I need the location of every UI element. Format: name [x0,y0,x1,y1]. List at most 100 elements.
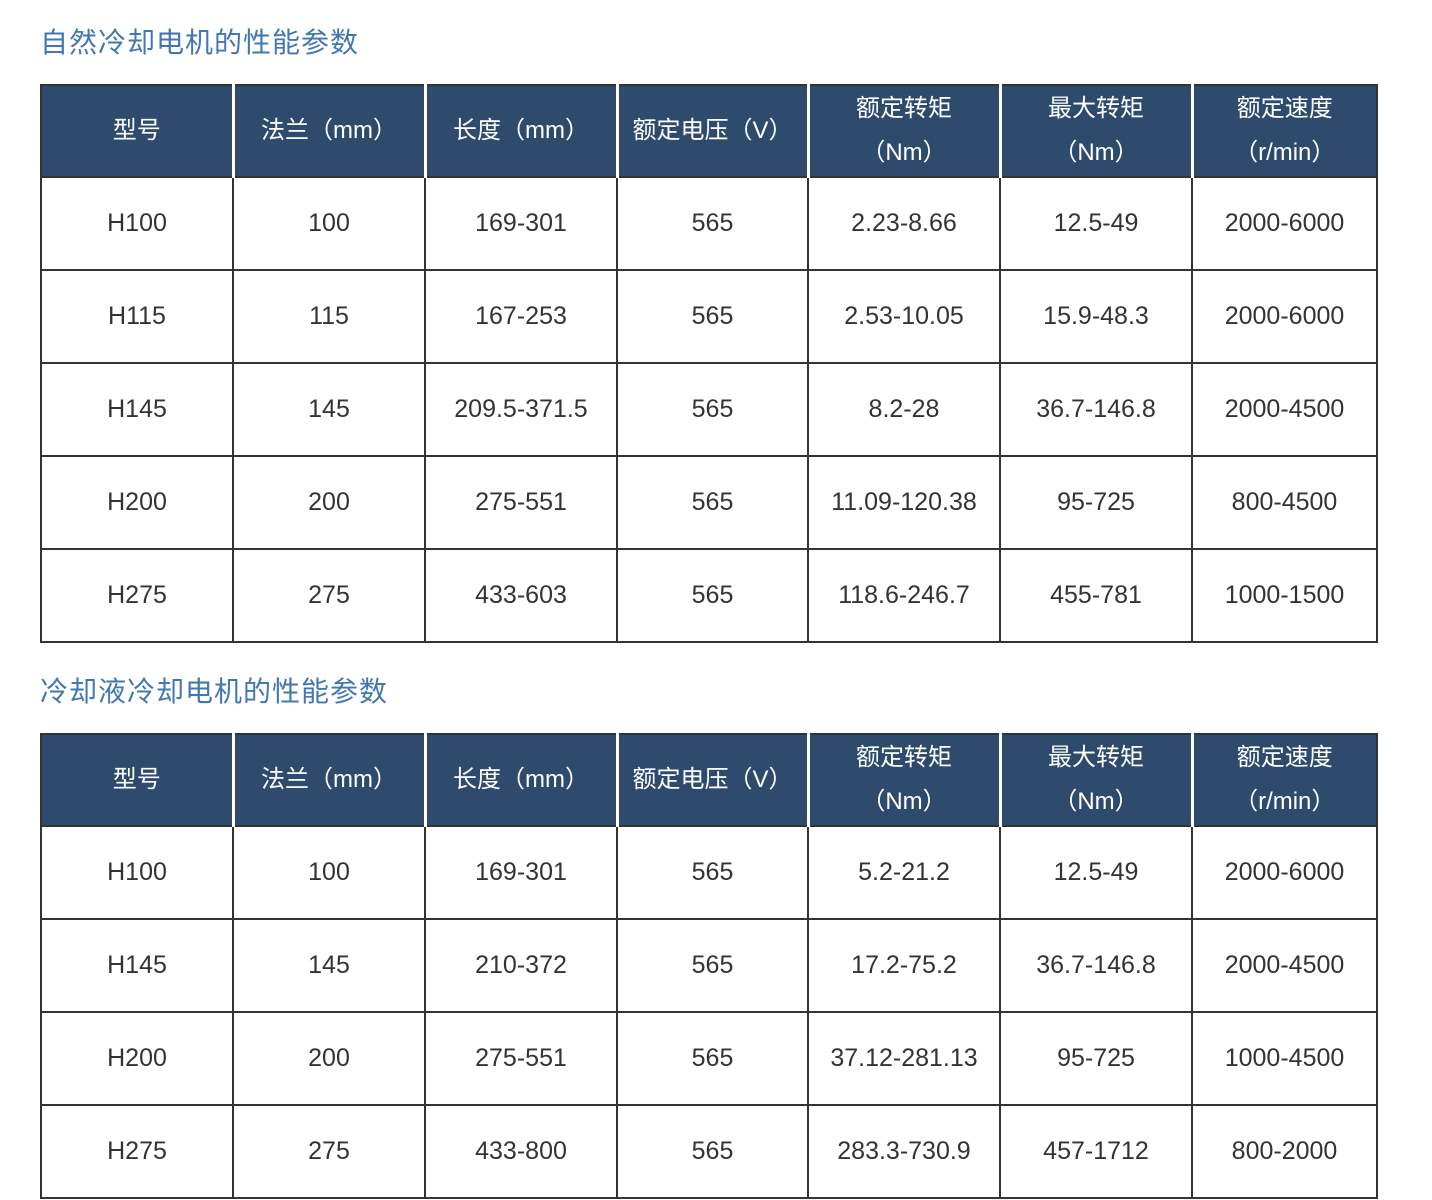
header-line: （Nm） [1053,139,1139,166]
table-row: H100 100 169-301 565 5.2-21.2 12.5-49 2000-600… [40,825,1378,920]
header-cell-content: 最大转矩 （Nm） [1002,735,1191,825]
table-cell: 455-781 [999,548,1193,643]
table-cell: 2000-4500 [1191,362,1378,457]
header-cell: 额定转矩 （Nm） [806,733,1002,827]
table-cell: 2000-6000 [1191,176,1378,271]
table-cell: 145 [232,918,426,1013]
table-cell: 95-725 [999,455,1193,550]
header-cell: 额定速度 （r/min） [1190,84,1378,178]
table-cell: 2.53-10.05 [807,269,1001,364]
header-cell-content: 额定电压（V） [619,735,807,825]
table-cell: H145 [40,918,234,1013]
table-cell: 15.9-48.3 [999,269,1193,364]
liquid-cooling-title: 冷却液冷却电机的性能参数 [40,676,389,707]
header-cell-content: 额定速度 （r/min） [1194,735,1377,825]
table-cell: 100 [232,825,426,920]
header-line: 法兰（mm） [261,766,397,793]
table-cell: 275 [232,548,426,643]
table-cell: 2000-4500 [1191,918,1378,1013]
header-cell-content: 长度（mm） [427,86,616,176]
table-cell: 275-551 [424,1011,618,1106]
header-line: 型号 [112,117,161,144]
table-cell: H115 [40,269,234,364]
table-cell: H100 [40,176,234,271]
header-cell-content: 型号 [42,86,232,176]
table-row: H275 275 433-603 565 118.6-246.7 455-781 1000-… [40,548,1378,643]
table-cell: 37.12-281.13 [807,1011,1001,1106]
header-line: （Nm） [861,788,947,815]
table-cell: 2000-6000 [1191,269,1378,364]
header-cell: 法兰（mm） [231,733,427,827]
header-cell-content: 最大转矩 （Nm） [1002,86,1191,176]
table-cell: H200 [40,1011,234,1106]
table-cell: H275 [40,1104,234,1199]
header-line: 额定转矩 [856,95,952,122]
header-line: 最大转矩 [1048,744,1144,771]
table-cell: 275-551 [424,455,618,550]
table-cell: 115 [232,269,426,364]
table-cell: 17.2-75.2 [807,918,1001,1013]
header-line: 法兰（mm） [261,117,397,144]
header-cell-content: 额定速度 （r/min） [1194,86,1377,176]
header-cell: 长度（mm） [423,733,619,827]
header-cell: 额定电压（V） [615,84,810,178]
table-cell: 200 [232,1011,426,1106]
section-liquid-cooling: 冷却液冷却电机的性能参数 型号 法兰（mm） 长度（mm） 额定电压（V） 额定转矩 （N… [40,673,1392,1199]
table-cell: 12.5-49 [999,176,1193,271]
table-cell: 95-725 [999,1011,1193,1106]
liquid-cooling-table: 型号 法兰（mm） 长度（mm） 额定电压（V） 额定转矩 （Nm） 最大转矩 （Nm） 额定速… [40,733,1378,1199]
table-cell: 565 [616,548,809,643]
header-cell-content: 法兰（mm） [235,735,424,825]
table-cell: 565 [616,362,809,457]
header-cell: 型号 [40,733,235,827]
header-line: 长度（mm） [453,117,589,144]
section-natural-cooling: 自然冷却电机的性能参数 型号 法兰（mm） 长度（mm） 额定电压（V） 额定转矩 （Nm… [40,24,1392,643]
table-cell: 169-301 [424,176,618,271]
table-row: H200 200 275-551 565 37.12-281.13 95-725 1000-… [40,1011,1378,1106]
table-row: H100 100 169-301 565 2.23-8.66 12.5-49 2000-60… [40,176,1378,271]
table-row: H115 115 167-253 565 2.53-10.05 15.9-48.3 2000… [40,269,1378,364]
table-cell: H145 [40,362,234,457]
table-cell: 565 [616,918,809,1013]
table-cell: 433-603 [424,548,618,643]
header-line: 额定电压（V） [632,117,793,144]
header-line: 额定速度 [1236,95,1333,122]
header-cell-content: 法兰（mm） [235,86,424,176]
table-cell: 8.2-28 [807,362,1001,457]
table-cell: 1000-1500 [1191,548,1378,643]
header-row: 型号 法兰（mm） 长度（mm） 额定电压（V） 额定转矩 （Nm） 最大转矩 （Nm） 额定速… [40,733,1378,827]
table-cell: 275 [232,1104,426,1199]
header-cell-content: 型号 [42,735,232,825]
header-line: （Nm） [1053,788,1139,815]
table-cell: 457-1712 [999,1104,1193,1199]
table-cell: 565 [616,825,809,920]
table-row: H145 145 209.5-371.5 565 8.2-28 36.7-146.8 200… [40,362,1378,457]
table-cell: H200 [40,455,234,550]
header-cell-content: 额定转矩 （Nm） [810,86,999,176]
table-cell: 800-4500 [1191,455,1378,550]
table-cell: 433-800 [424,1104,618,1199]
table-cell: 2.23-8.66 [807,176,1001,271]
table-cell: 565 [616,176,809,271]
table-cell: 145 [232,362,426,457]
table-cell: 200 [232,455,426,550]
header-cell-content: 额定电压（V） [619,86,807,176]
table-row: H200 200 275-551 565 11.09-120.38 95-725 800-4… [40,455,1378,550]
header-cell-content: 长度（mm） [427,735,616,825]
table-cell: 12.5-49 [999,825,1193,920]
natural-cooling-title: 自然冷却电机的性能参数 [40,27,360,58]
table-cell: 1000-4500 [1191,1011,1378,1106]
table-row: H145 145 210-372 565 17.2-75.2 36.7-146.8 2000… [40,918,1378,1013]
header-line: 最大转矩 [1048,95,1144,122]
table-cell: 565 [616,1011,809,1106]
header-line: （r/min） [1234,788,1336,815]
table-cell: 11.09-120.38 [807,455,1001,550]
header-cell: 最大转矩 （Nm） [998,733,1194,827]
header-line: （Nm） [861,139,947,166]
table-cell: 565 [616,1104,809,1199]
table-cell: H275 [40,548,234,643]
table-cell: 167-253 [424,269,618,364]
header-cell: 额定电压（V） [615,733,810,827]
table-cell: 36.7-146.8 [999,362,1193,457]
